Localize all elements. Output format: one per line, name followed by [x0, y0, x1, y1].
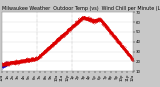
- Text: Milwaukee Weather  Outdoor Temp (vs)  Wind Chill per Minute (Last 24 Hours): Milwaukee Weather Outdoor Temp (vs) Wind…: [2, 6, 160, 11]
